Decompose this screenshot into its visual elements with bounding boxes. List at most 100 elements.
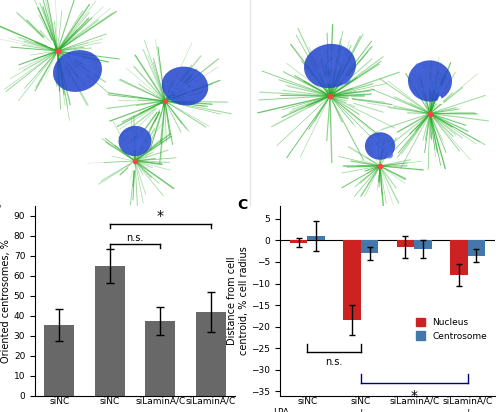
Circle shape (142, 138, 150, 145)
Circle shape (322, 53, 330, 61)
Circle shape (174, 81, 182, 88)
Circle shape (182, 84, 186, 87)
Circle shape (434, 80, 438, 84)
Circle shape (134, 147, 142, 155)
Bar (361, 241, 378, 253)
Circle shape (171, 88, 173, 90)
Circle shape (84, 59, 91, 66)
Circle shape (374, 152, 379, 157)
Circle shape (134, 140, 142, 147)
Circle shape (198, 78, 204, 83)
Circle shape (370, 145, 374, 150)
Circle shape (197, 85, 200, 87)
Polygon shape (307, 34, 313, 41)
Circle shape (132, 129, 136, 133)
Circle shape (382, 152, 384, 154)
Bar (44, 325, 74, 396)
Text: +: + (357, 408, 364, 412)
Circle shape (423, 89, 426, 92)
Circle shape (440, 70, 444, 74)
Text: C: C (237, 199, 247, 213)
Circle shape (190, 81, 196, 87)
Circle shape (139, 138, 144, 143)
Circle shape (412, 80, 420, 88)
Circle shape (372, 138, 378, 143)
Text: -: - (412, 408, 416, 412)
Circle shape (421, 88, 423, 90)
Circle shape (433, 74, 440, 80)
Circle shape (128, 132, 134, 138)
Circle shape (124, 140, 126, 143)
Ellipse shape (408, 61, 452, 102)
Circle shape (86, 63, 93, 70)
Circle shape (78, 80, 84, 86)
Bar (414, 241, 432, 249)
Ellipse shape (162, 67, 208, 105)
Text: n.s.: n.s. (326, 357, 343, 367)
Circle shape (179, 83, 187, 91)
Circle shape (376, 145, 382, 152)
Circle shape (134, 145, 138, 149)
Circle shape (126, 144, 133, 152)
Circle shape (192, 72, 198, 79)
Ellipse shape (53, 50, 102, 92)
Circle shape (372, 141, 374, 143)
Circle shape (340, 56, 347, 63)
Circle shape (130, 143, 137, 150)
Circle shape (415, 63, 422, 71)
Circle shape (84, 60, 89, 65)
Circle shape (325, 78, 330, 83)
Text: A: A (4, 5, 15, 19)
Circle shape (83, 59, 86, 62)
Circle shape (344, 77, 350, 83)
Circle shape (134, 141, 137, 144)
Circle shape (384, 143, 391, 151)
Circle shape (192, 83, 195, 87)
Circle shape (384, 145, 391, 152)
Circle shape (327, 64, 330, 67)
Circle shape (368, 145, 376, 153)
Text: n.s.: n.s. (126, 233, 144, 243)
Circle shape (324, 75, 332, 83)
Bar (468, 241, 485, 255)
Y-axis label: Distance from cell
centroid, % cell radius: Distance from cell centroid, % cell radi… (227, 246, 248, 355)
Circle shape (328, 64, 334, 70)
Circle shape (138, 143, 145, 151)
Text: siNC: siNC (15, 5, 40, 15)
Legend: Nucleus, Centrosome: Nucleus, Centrosome (412, 314, 490, 344)
Circle shape (434, 84, 442, 91)
Circle shape (416, 69, 422, 74)
Circle shape (170, 97, 173, 100)
Circle shape (318, 70, 320, 72)
Circle shape (165, 93, 172, 100)
Circle shape (324, 68, 326, 70)
Circle shape (79, 74, 86, 80)
Polygon shape (437, 96, 443, 103)
Text: LPA: LPA (272, 408, 288, 412)
Circle shape (334, 67, 339, 73)
Circle shape (62, 63, 64, 66)
Bar (396, 241, 414, 247)
Bar (308, 236, 325, 241)
Circle shape (80, 70, 86, 77)
Ellipse shape (118, 126, 152, 156)
Circle shape (141, 142, 146, 147)
Ellipse shape (365, 132, 395, 160)
Bar (290, 241, 308, 243)
Bar (196, 312, 226, 396)
Circle shape (389, 152, 392, 154)
Circle shape (312, 76, 320, 83)
Polygon shape (347, 96, 353, 103)
Circle shape (414, 89, 422, 97)
Y-axis label: Oriented centrosomes, %: Oriented centrosomes, % (1, 239, 11, 363)
Circle shape (91, 81, 94, 83)
Circle shape (62, 58, 67, 64)
Circle shape (420, 69, 424, 73)
Text: siLaminA/C: siLaminA/C (260, 5, 322, 15)
Circle shape (170, 93, 172, 95)
Circle shape (76, 55, 82, 62)
Circle shape (72, 75, 74, 78)
Circle shape (418, 72, 425, 79)
Circle shape (187, 88, 192, 92)
Circle shape (332, 52, 338, 57)
